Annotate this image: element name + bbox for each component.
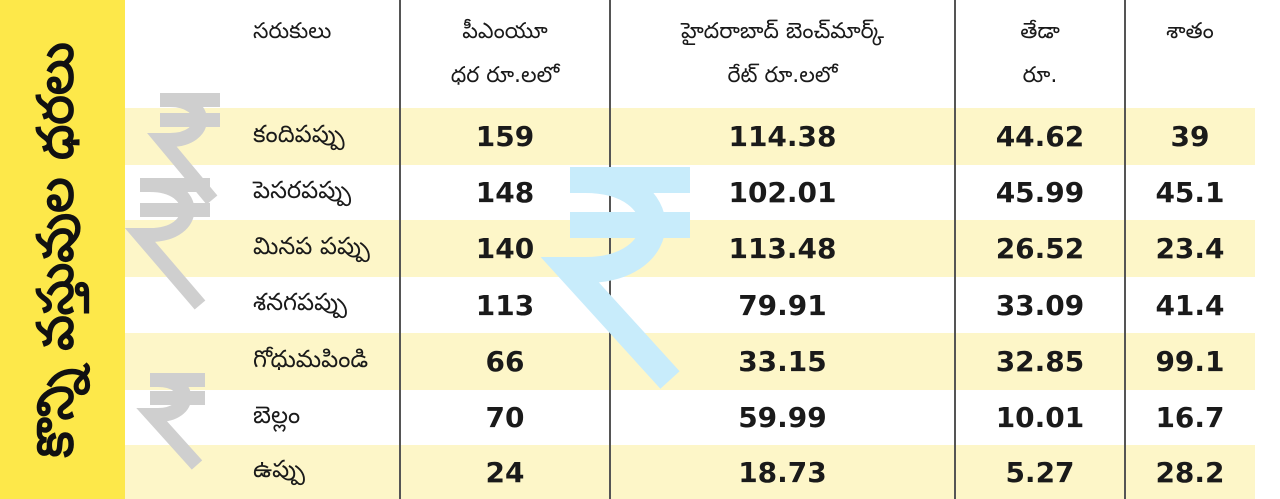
row-stripe	[125, 220, 1255, 277]
side-banner: కొన్ని వస్తువుల ధరలు	[0, 0, 125, 499]
header-cell: శాతం	[1166, 19, 1214, 44]
header-cell: తేడా	[1020, 19, 1060, 44]
value-cell: 159	[475, 120, 535, 153]
value-cell: 23.4	[1155, 232, 1225, 265]
value-cell: 18.73	[738, 455, 827, 489]
header-cell: రేట్ రూ.లలో	[727, 63, 838, 88]
item-name: కందిపప్పు	[253, 119, 345, 148]
value-cell: 33.09	[995, 288, 1085, 322]
side-title: కొన్ని వస్తువుల ధరలు	[26, 42, 85, 458]
header-cell: సరుకులు	[253, 19, 332, 44]
value-cell: 45.99	[995, 176, 1085, 209]
value-cell: 45.1	[1155, 176, 1225, 209]
value-cell: 70	[485, 401, 525, 434]
value-cell: 41.4	[1155, 288, 1225, 322]
value-cell: 113	[475, 288, 535, 322]
item-name: గోధుమపిండి	[253, 344, 369, 373]
value-cell: 79.91	[738, 288, 827, 322]
column-divider	[399, 0, 401, 499]
column-divider	[609, 0, 611, 499]
header-cell: రూ.	[1022, 63, 1058, 88]
value-cell: 26.52	[995, 232, 1085, 265]
item-name: పెసరపప్పు	[253, 175, 352, 204]
value-cell: 99.1	[1155, 345, 1225, 378]
value-cell: 148	[475, 176, 535, 209]
item-name: బెల్లం	[253, 400, 301, 429]
column-divider	[1124, 0, 1126, 499]
value-cell: 66	[485, 345, 525, 378]
row-stripe	[125, 108, 1255, 165]
value-cell: 24	[485, 455, 525, 489]
value-cell: 114.38	[728, 120, 837, 153]
value-cell: 102.01	[728, 176, 837, 209]
value-cell: 16.7	[1155, 401, 1225, 434]
header-cell: హైదరాబాద్ బెంచ్‌మార్క్	[680, 19, 885, 44]
row-stripe	[125, 333, 1255, 390]
value-cell: 140	[475, 232, 535, 265]
value-cell: 39	[1170, 120, 1210, 153]
value-cell: 32.85	[995, 345, 1085, 378]
value-cell: 59.99	[738, 401, 827, 434]
item-name: శనగపప్పు	[253, 288, 347, 316]
value-cell: 113.48	[728, 232, 837, 265]
value-cell: 5.27	[1005, 455, 1075, 489]
value-cell: 28.2	[1155, 455, 1225, 489]
column-divider	[954, 0, 956, 499]
header-cell: పీఎంయూ	[462, 19, 548, 44]
value-cell: 44.62	[995, 120, 1085, 153]
value-cell: 33.15	[738, 345, 827, 378]
header-cell: ధర రూ.లలో	[450, 63, 560, 88]
value-cell: 10.01	[995, 401, 1085, 434]
item-name: మినప పప్పు	[253, 231, 370, 260]
row-stripe	[125, 445, 1255, 499]
item-name: ఉప్పు	[253, 455, 306, 483]
